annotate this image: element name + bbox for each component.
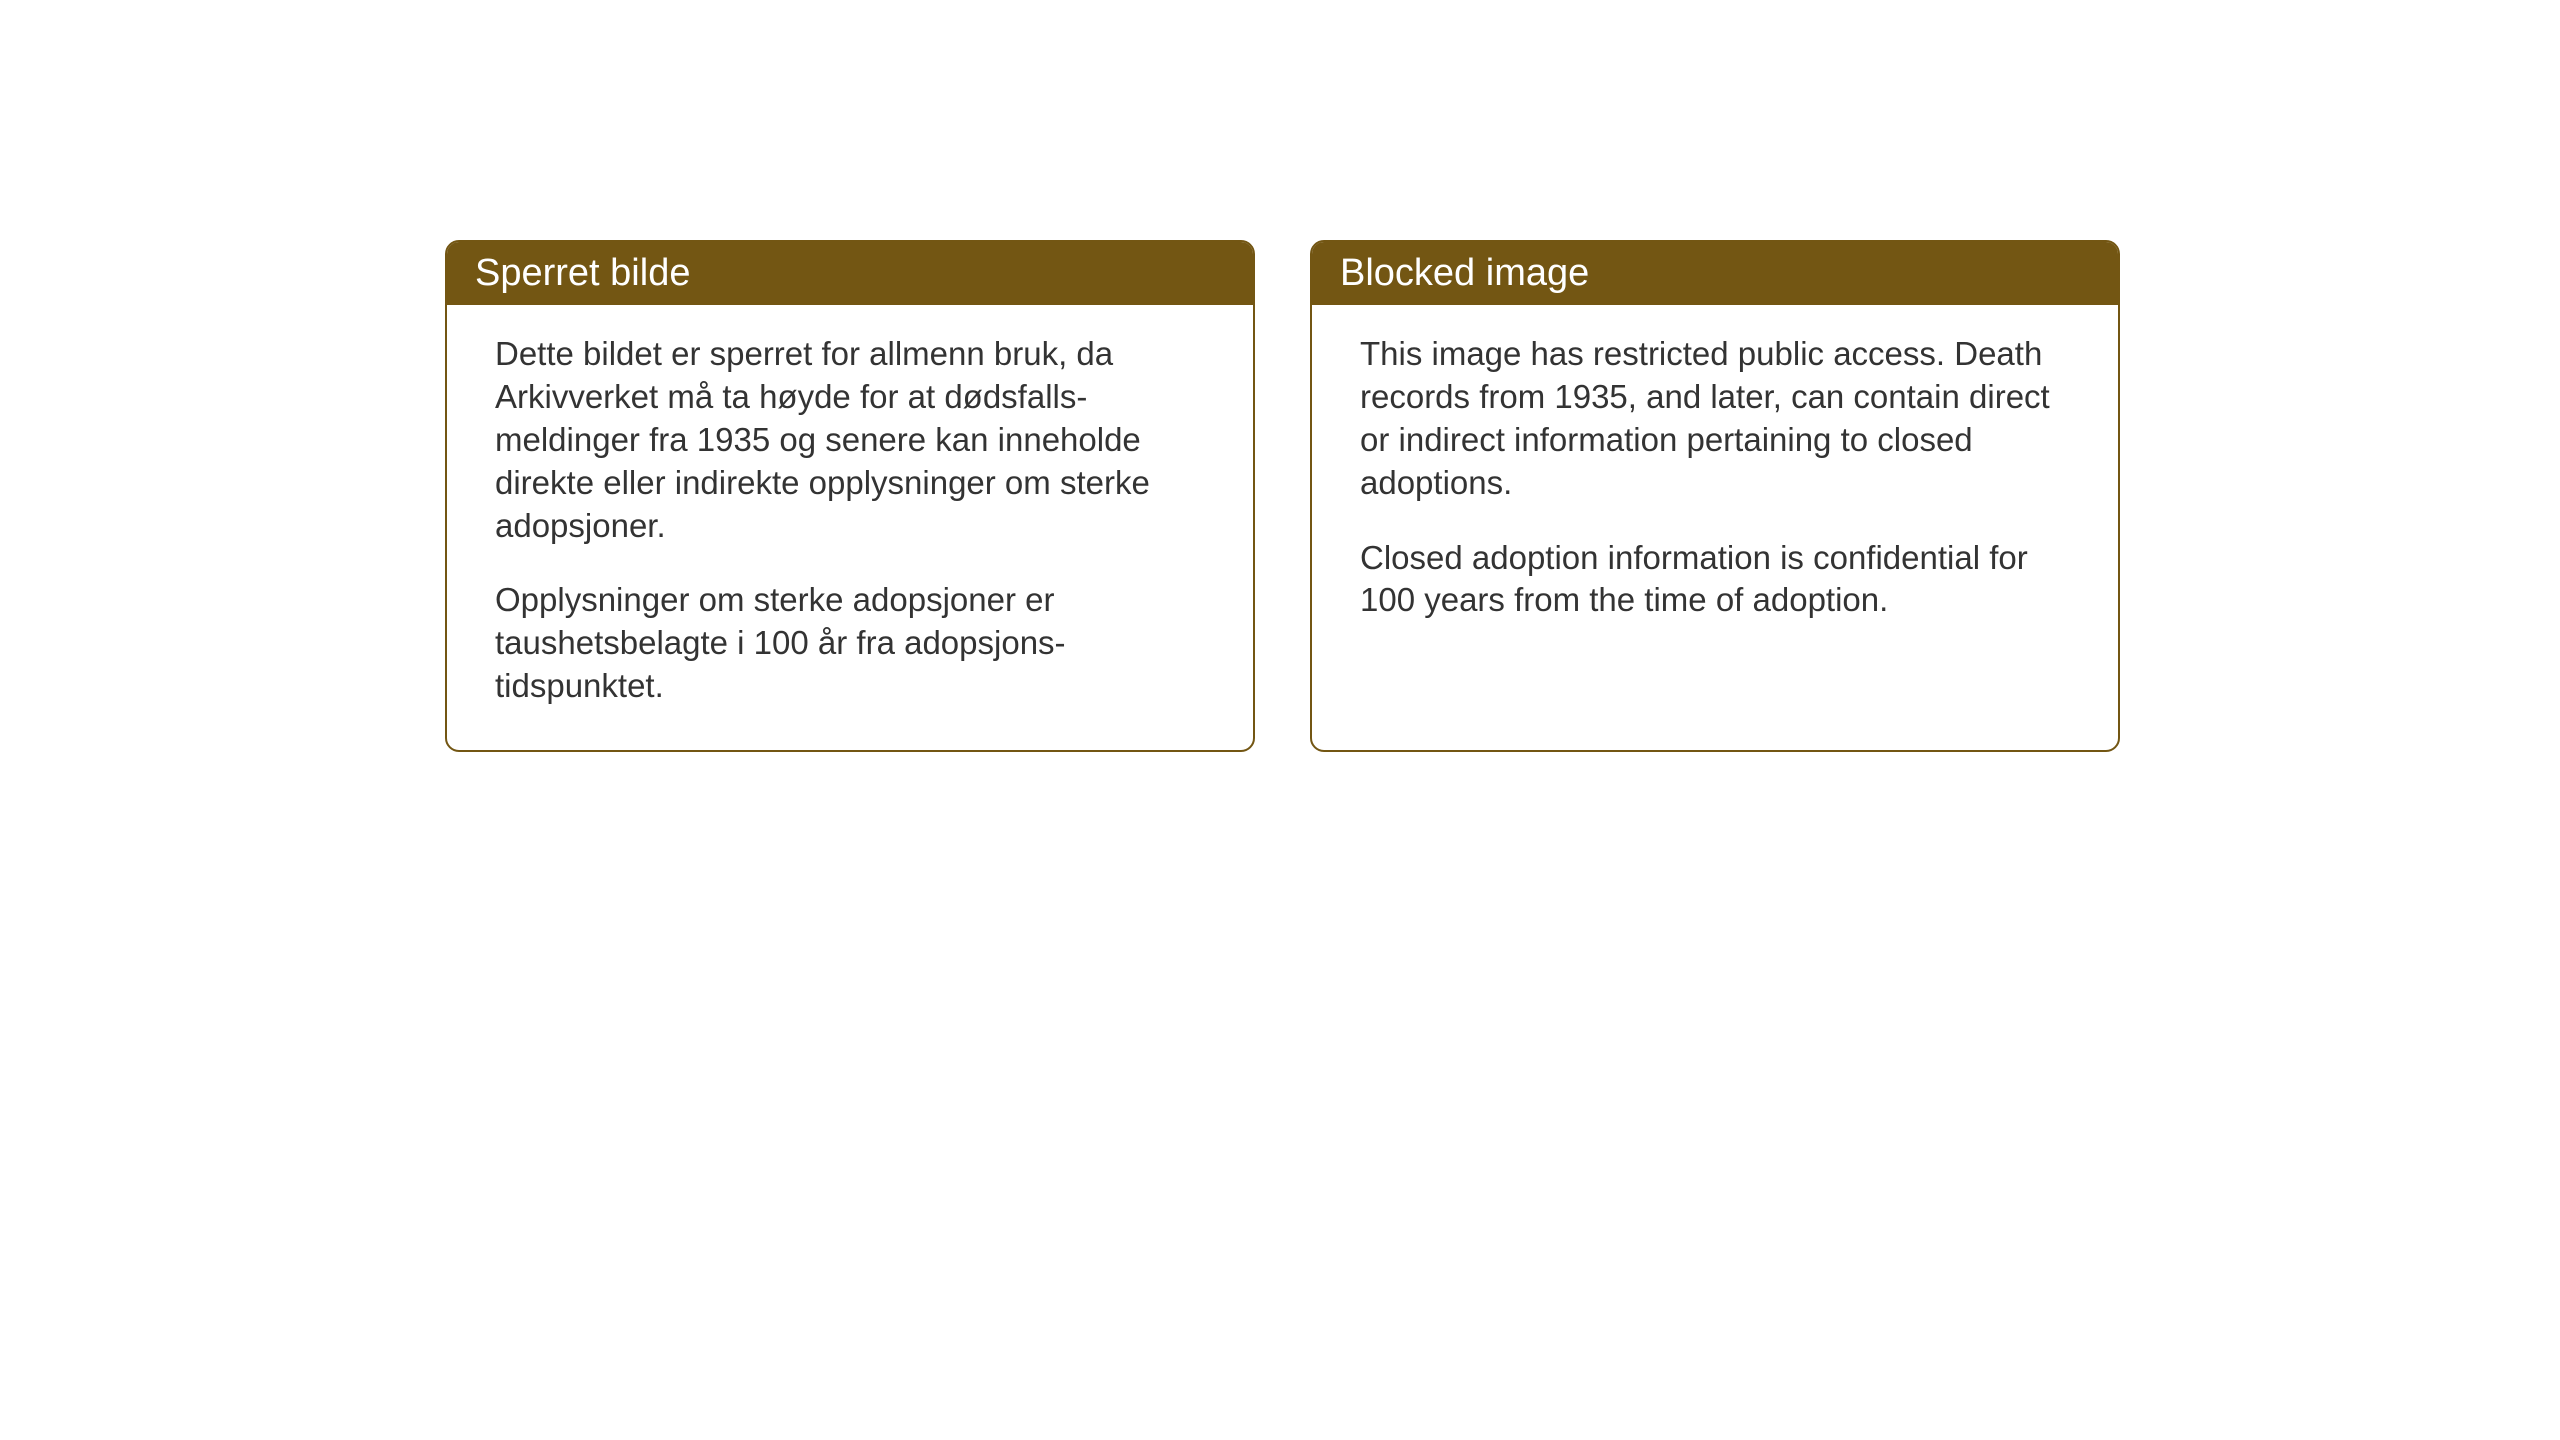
notice-container: Sperret bilde Dette bildet er sperret fo… (445, 240, 2120, 752)
norwegian-notice-body: Dette bildet er sperret for allmenn bruk… (447, 305, 1253, 750)
english-notice-body: This image has restricted public access.… (1312, 305, 2118, 664)
english-paragraph-1: This image has restricted public access.… (1360, 333, 2070, 505)
norwegian-paragraph-1: Dette bildet er sperret for allmenn bruk… (495, 333, 1205, 547)
norwegian-notice-title: Sperret bilde (447, 242, 1253, 305)
norwegian-notice-card: Sperret bilde Dette bildet er sperret fo… (445, 240, 1255, 752)
norwegian-paragraph-2: Opplysninger om sterke adopsjoner er tau… (495, 579, 1205, 708)
english-notice-card: Blocked image This image has restricted … (1310, 240, 2120, 752)
english-notice-title: Blocked image (1312, 242, 2118, 305)
english-paragraph-2: Closed adoption information is confident… (1360, 537, 2070, 623)
